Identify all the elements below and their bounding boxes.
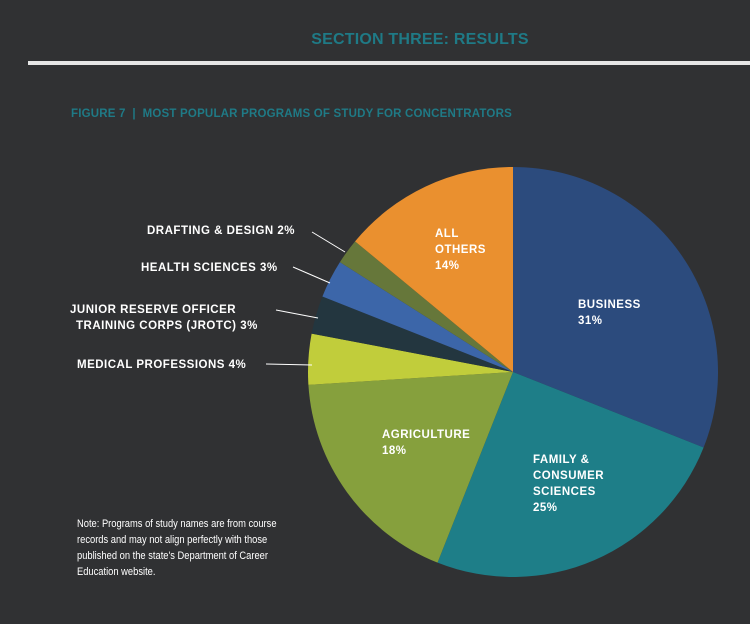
label-business: BUSINESS 31% — [578, 299, 641, 327]
label-others: ALL OTHERS 14% — [435, 228, 486, 272]
pie-slice-business — [513, 167, 718, 448]
pie-slice-medical-professions — [308, 333, 513, 385]
pie-slice-family-consumer-sciences — [437, 372, 704, 578]
section-title: SECTION THREE: RESULTS — [311, 31, 529, 48]
label-health: HEALTH SCIENCES 3% — [141, 262, 278, 274]
leader-drafting — [311, 231, 346, 253]
pie-slice-drafting-design — [339, 241, 513, 372]
leader-lines — [265, 231, 346, 366]
note: Note: Programs of study names are from c… — [77, 518, 277, 578]
leader-jrotc — [275, 309, 319, 319]
figure-title: FIGURE 7 | MOST POPULAR PROGRAMS OF STUD… — [71, 108, 512, 120]
label-drafting: DRAFTING & DESIGN 2% — [147, 225, 296, 237]
pie-slice-all-others — [355, 167, 513, 372]
pie-slice-health-sciences — [322, 262, 513, 372]
label-family: FAMILY & CONSUMER SCIENCES 25% — [533, 454, 605, 514]
leader-medical — [265, 363, 313, 366]
pie-slice-junior-reserve-officer-training-corps-jrotc — [311, 296, 513, 372]
label-jrotc: JUNIOR RESERVE OFFICER TRAINING CORPS (JR… — [70, 304, 258, 332]
leader-health — [292, 266, 331, 284]
divider — [28, 61, 750, 65]
label-agriculture: AGRICULTURE 18% — [382, 429, 471, 457]
pie-slice-agriculture — [308, 372, 513, 563]
label-medical: MEDICAL PROFESSIONS 4% — [77, 359, 247, 371]
